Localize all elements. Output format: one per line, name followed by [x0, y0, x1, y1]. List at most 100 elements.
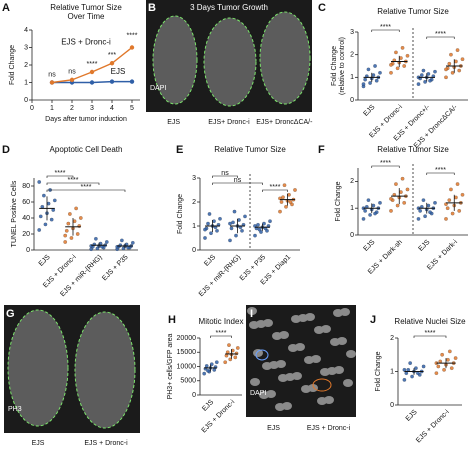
significance-bracket [210, 335, 232, 338]
data-point [442, 368, 446, 372]
point [129, 79, 135, 84]
nucleus [249, 321, 259, 329]
image-caption: EJS + Dronc-i [307, 425, 351, 432]
data-point [447, 61, 452, 66]
data-point [426, 72, 431, 76]
image-caption: EJS [267, 425, 280, 432]
data-point [418, 209, 422, 213]
panel-letter: A [2, 2, 10, 14]
data-point [131, 241, 135, 245]
data-point [64, 229, 69, 233]
chart-title: Mitotic Index [199, 317, 244, 326]
nucleus [247, 307, 257, 315]
data-point [204, 364, 209, 368]
nucleus [304, 356, 314, 364]
y-axis-label: Fold Change [375, 351, 382, 391]
tumor-outline [7, 309, 69, 427]
data-point [450, 211, 455, 216]
nucleus [291, 315, 301, 323]
data-point [400, 46, 405, 50]
panel-letter: E [176, 144, 183, 156]
data-point [395, 66, 400, 71]
data-point [449, 187, 453, 192]
data-point [394, 50, 398, 55]
significance: ns [221, 170, 229, 177]
stain-label: PH3 [8, 406, 22, 413]
data-point [428, 210, 432, 215]
significance-bracket [413, 335, 447, 338]
nucleus [343, 379, 353, 387]
point [69, 77, 75, 83]
nucleus [320, 368, 330, 376]
data-point [228, 221, 232, 226]
data-point [69, 236, 74, 240]
data-point [373, 211, 377, 216]
y-tick-label: 3 [192, 175, 196, 182]
data-point [223, 360, 228, 365]
data-point [449, 52, 453, 57]
data-point [428, 78, 432, 83]
data-point [66, 221, 71, 226]
image-caption: EJS+ Dronc-i [208, 119, 250, 126]
y-tick-label: 1 [350, 74, 354, 81]
nucleus [317, 397, 327, 405]
y-tick-label: 4 [24, 27, 28, 34]
chart-title: Relative Nuclei Size [394, 317, 466, 326]
significance: **** [127, 32, 138, 39]
tissue [153, 16, 197, 104]
y-tick-label: 80 [22, 183, 30, 190]
y-tick-label: 1 [390, 368, 394, 375]
panel-letter: H [168, 314, 176, 326]
data-point [288, 200, 293, 204]
significance-bracket [46, 182, 100, 185]
data-point [363, 77, 367, 82]
data-point [218, 217, 222, 221]
data-point [293, 188, 297, 192]
highlight [255, 349, 269, 361]
data-point [419, 73, 424, 77]
significance-bracket [371, 165, 400, 168]
y-axis-label: TUNEL Positive Cells [11, 180, 18, 247]
x-tick-label: EJS + Dronc-i [415, 408, 451, 444]
image-caption: EJS [167, 119, 180, 126]
image-title: 3 Days Tumor Growth [190, 3, 268, 12]
data-point [203, 227, 207, 232]
data-point [257, 227, 262, 232]
y-tick-label: 20 [22, 231, 30, 238]
significance: **** [380, 160, 391, 167]
data-point [230, 348, 235, 353]
data-point [446, 357, 450, 362]
tissue [260, 12, 310, 104]
tumor-outline [152, 15, 198, 105]
nucleus [346, 350, 356, 358]
point [109, 79, 115, 84]
data-point [63, 233, 67, 238]
nucleus [259, 391, 269, 399]
significance-bracket [426, 172, 455, 175]
y-tick-label: 20000 [177, 335, 197, 342]
data-point [460, 193, 465, 197]
data-point [225, 350, 230, 355]
data-point [215, 360, 219, 365]
x-tick-label: EJS + miR-{RHG} [198, 253, 243, 298]
data-point [282, 183, 287, 188]
data-point [203, 236, 207, 240]
point [89, 80, 95, 85]
data-point [400, 176, 405, 181]
data-point [445, 206, 450, 211]
y-axis-label: (relative to control) [339, 37, 346, 95]
significance: ns [234, 177, 242, 184]
data-point [38, 214, 43, 219]
panel-letter: G [6, 308, 15, 320]
significance: ns [68, 69, 76, 76]
data-point [120, 238, 124, 243]
image-caption: EJS [32, 440, 45, 447]
y-tick-label: 10000 [177, 363, 197, 370]
image-caption: EJS+ DroncΔCA/- [256, 119, 313, 126]
y-tick-label: 2 [350, 178, 354, 185]
panel-letter: I [250, 308, 253, 320]
tumor-outline [203, 17, 257, 107]
data-point [414, 366, 418, 370]
y-tick-label: 0 [350, 97, 354, 104]
